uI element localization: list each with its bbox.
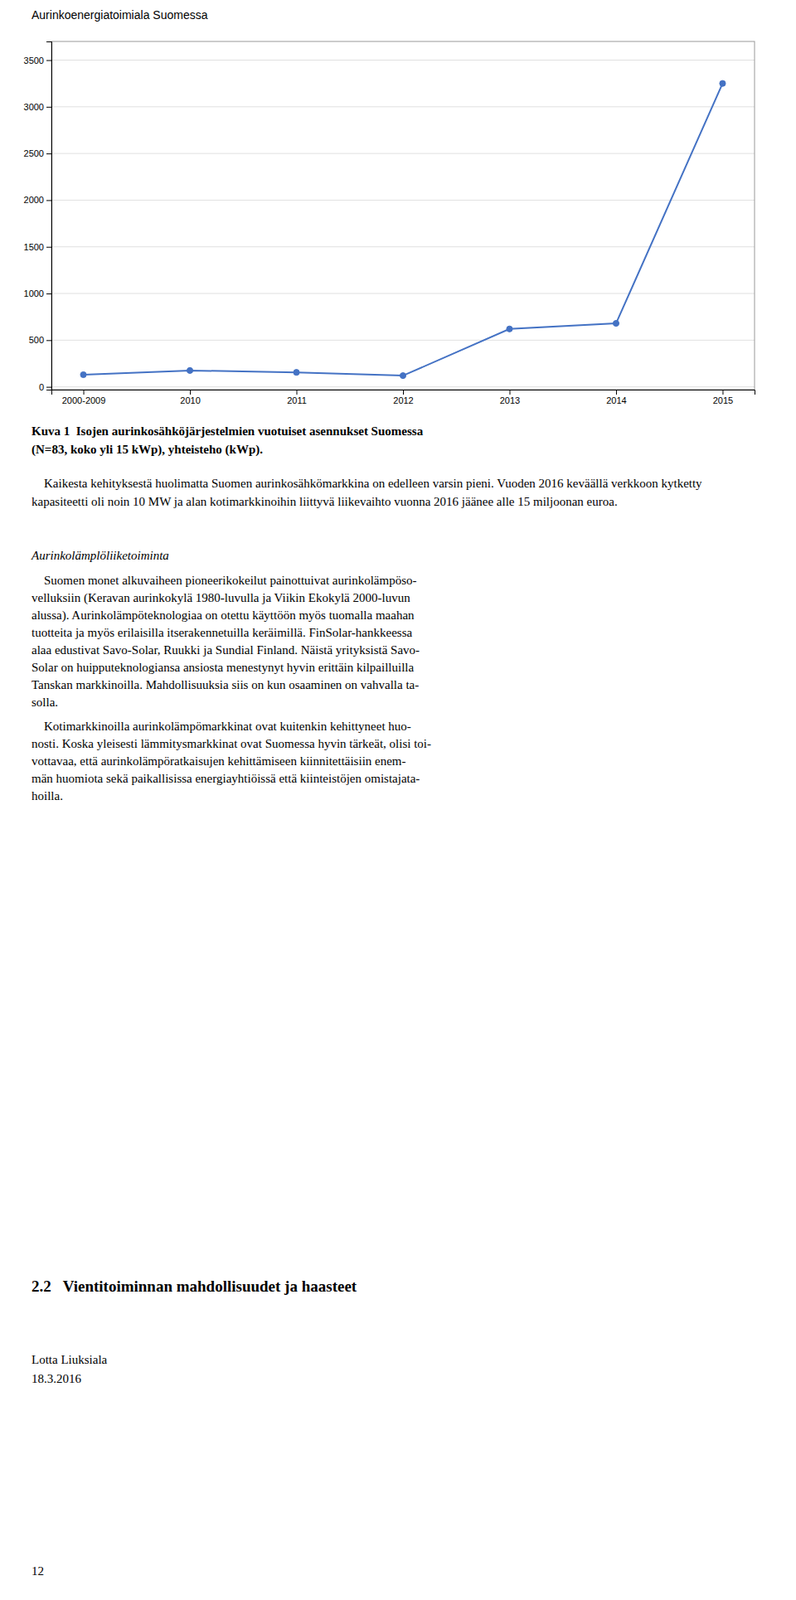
tick-label: 2000 xyxy=(24,194,44,205)
tick-mark xyxy=(46,247,52,248)
axis-domain xyxy=(46,42,53,391)
x-tick: 2014 xyxy=(606,389,627,406)
y-tick: 2000 xyxy=(24,194,52,205)
tick-mark xyxy=(83,389,85,395)
paragraph-line: Suomen monet alkuvaiheen pioneerikokeilu… xyxy=(31,572,417,590)
tick-mark xyxy=(402,389,404,395)
axis-domain xyxy=(52,390,756,396)
plot: 2000-2009 2010 2011 2012 2013 2014 2015 0 500 100… xyxy=(24,41,756,406)
grid-line xyxy=(51,386,755,388)
tick-label: 2500 xyxy=(24,148,44,159)
tick-mark xyxy=(616,389,617,395)
grid-line xyxy=(51,293,755,295)
subheading: Aurinkolämplöliiketoiminta xyxy=(31,547,170,565)
x-axis: 2000-2009 2010 2011 2012 2013 2014 2015 xyxy=(52,389,756,406)
grid-line xyxy=(51,59,755,61)
marker xyxy=(399,373,406,379)
figure-caption: (N=83, koko yli 15 kWp), yhteisteho (kWp… xyxy=(31,441,263,459)
paragraph-line: män huomiota sekä paikallisissa energiay… xyxy=(31,770,420,788)
x-tick: 2013 xyxy=(499,389,520,406)
paragraph-line: vottavaa, että aurinkolämpöratkaisujen k… xyxy=(31,752,407,771)
y-tick: 1000 xyxy=(24,288,52,299)
tick-mark xyxy=(46,106,52,108)
section-heading: 2.2 Vientitoiminnan mahdollisuudet ja ha… xyxy=(31,1276,357,1297)
x-tick: 2011 xyxy=(286,389,307,406)
tick-mark xyxy=(509,389,510,395)
tick-label: 2013 xyxy=(499,395,520,406)
page-number: 12 xyxy=(31,1562,44,1581)
page-title: Aurinkoenergiatoimiala Suomessa xyxy=(31,8,208,22)
paragraph-line: alussa). Aurinkolämpöteknologiaa on otet… xyxy=(31,606,415,625)
tick-label: 1500 xyxy=(24,242,44,253)
marker xyxy=(719,80,726,87)
y-tick: 1500 xyxy=(24,242,52,253)
y-tick: 500 xyxy=(29,334,52,345)
tick-label: 3000 xyxy=(24,101,44,112)
tick-mark xyxy=(46,339,52,341)
date: 18.3.2016 xyxy=(31,1370,82,1389)
line xyxy=(83,83,724,376)
chart: 2000-2009 2010 2011 2012 2013 2014 2015 0 500 100… xyxy=(0,24,796,415)
tick-label: 3500 xyxy=(24,55,44,66)
marker xyxy=(293,369,300,376)
tick-label: 2000-2009 xyxy=(62,395,107,406)
marker xyxy=(506,325,513,332)
tick-mark xyxy=(189,389,191,395)
grid-line xyxy=(51,199,755,201)
tick-label: 2015 xyxy=(713,395,733,406)
tick-label: 500 xyxy=(29,334,44,345)
y-tick: 3000 xyxy=(24,101,52,112)
grid xyxy=(51,60,755,388)
tick-mark xyxy=(46,293,52,295)
marker xyxy=(186,367,193,374)
grid-line xyxy=(51,339,755,341)
marker xyxy=(612,320,619,326)
paragraph-line: Solar on huipputeknologiansa ansiosta me… xyxy=(31,659,414,677)
tick-label: 2014 xyxy=(606,395,627,406)
paragraph-line: Kotimarkkinoilla aurinkolämpömarkkinat o… xyxy=(31,718,412,736)
marker xyxy=(80,371,87,378)
tick-label: 2011 xyxy=(286,395,307,406)
plot-frame xyxy=(51,41,755,390)
tick-mark xyxy=(46,153,52,155)
y-tick: 0 xyxy=(38,382,52,393)
x-tick: 2010 xyxy=(179,389,200,406)
tick-mark xyxy=(722,389,724,395)
y-tick: 2500 xyxy=(24,148,52,159)
grid-line xyxy=(51,106,755,107)
paragraph-line: Tanskan markkinoilla. Mahdollisuuksia si… xyxy=(31,676,419,695)
tick-label: 2012 xyxy=(393,395,413,406)
tick-label: 0 xyxy=(38,382,44,393)
paragraph: Kaikesta kehityksestä huolimatta Suomen … xyxy=(31,474,762,511)
y-tick: 3500 xyxy=(24,55,52,66)
paragraph-line: hoilla. xyxy=(31,787,64,806)
x-tick: 2000-2009 xyxy=(62,389,107,406)
paragraph-line: nosti. Koska yleisesti lämmitysmarkkinat… xyxy=(31,735,432,753)
tick-label: 2010 xyxy=(179,395,200,406)
tick-mark xyxy=(46,60,52,62)
series xyxy=(80,80,726,379)
y-axis: 0 500 1000 1500 2000 2500 3000 3500 xyxy=(24,42,53,393)
paragraph-line: velluksiin (Keravan aurinkokylä 1980-luv… xyxy=(31,589,411,607)
paragraph-line: alaa edustivat Savo-Solar, Ruukki ja Sun… xyxy=(31,641,420,660)
x-tick: 2012 xyxy=(393,389,413,406)
x-tick: 2015 xyxy=(713,389,733,406)
tick-label: 1000 xyxy=(24,288,44,299)
tick-mark xyxy=(46,199,52,201)
paragraph-line: tuotteita ja myös erilaisilla itserakenn… xyxy=(31,624,413,642)
tick-mark xyxy=(46,387,52,389)
grid-line xyxy=(51,153,755,155)
tick-mark xyxy=(296,389,298,395)
figure-caption: Kuva 1 Isojen aurinkosähköjärjestelmien … xyxy=(31,422,423,441)
paragraph-line: solla. xyxy=(31,694,59,712)
author: Lotta Liuksiala xyxy=(31,1351,107,1369)
